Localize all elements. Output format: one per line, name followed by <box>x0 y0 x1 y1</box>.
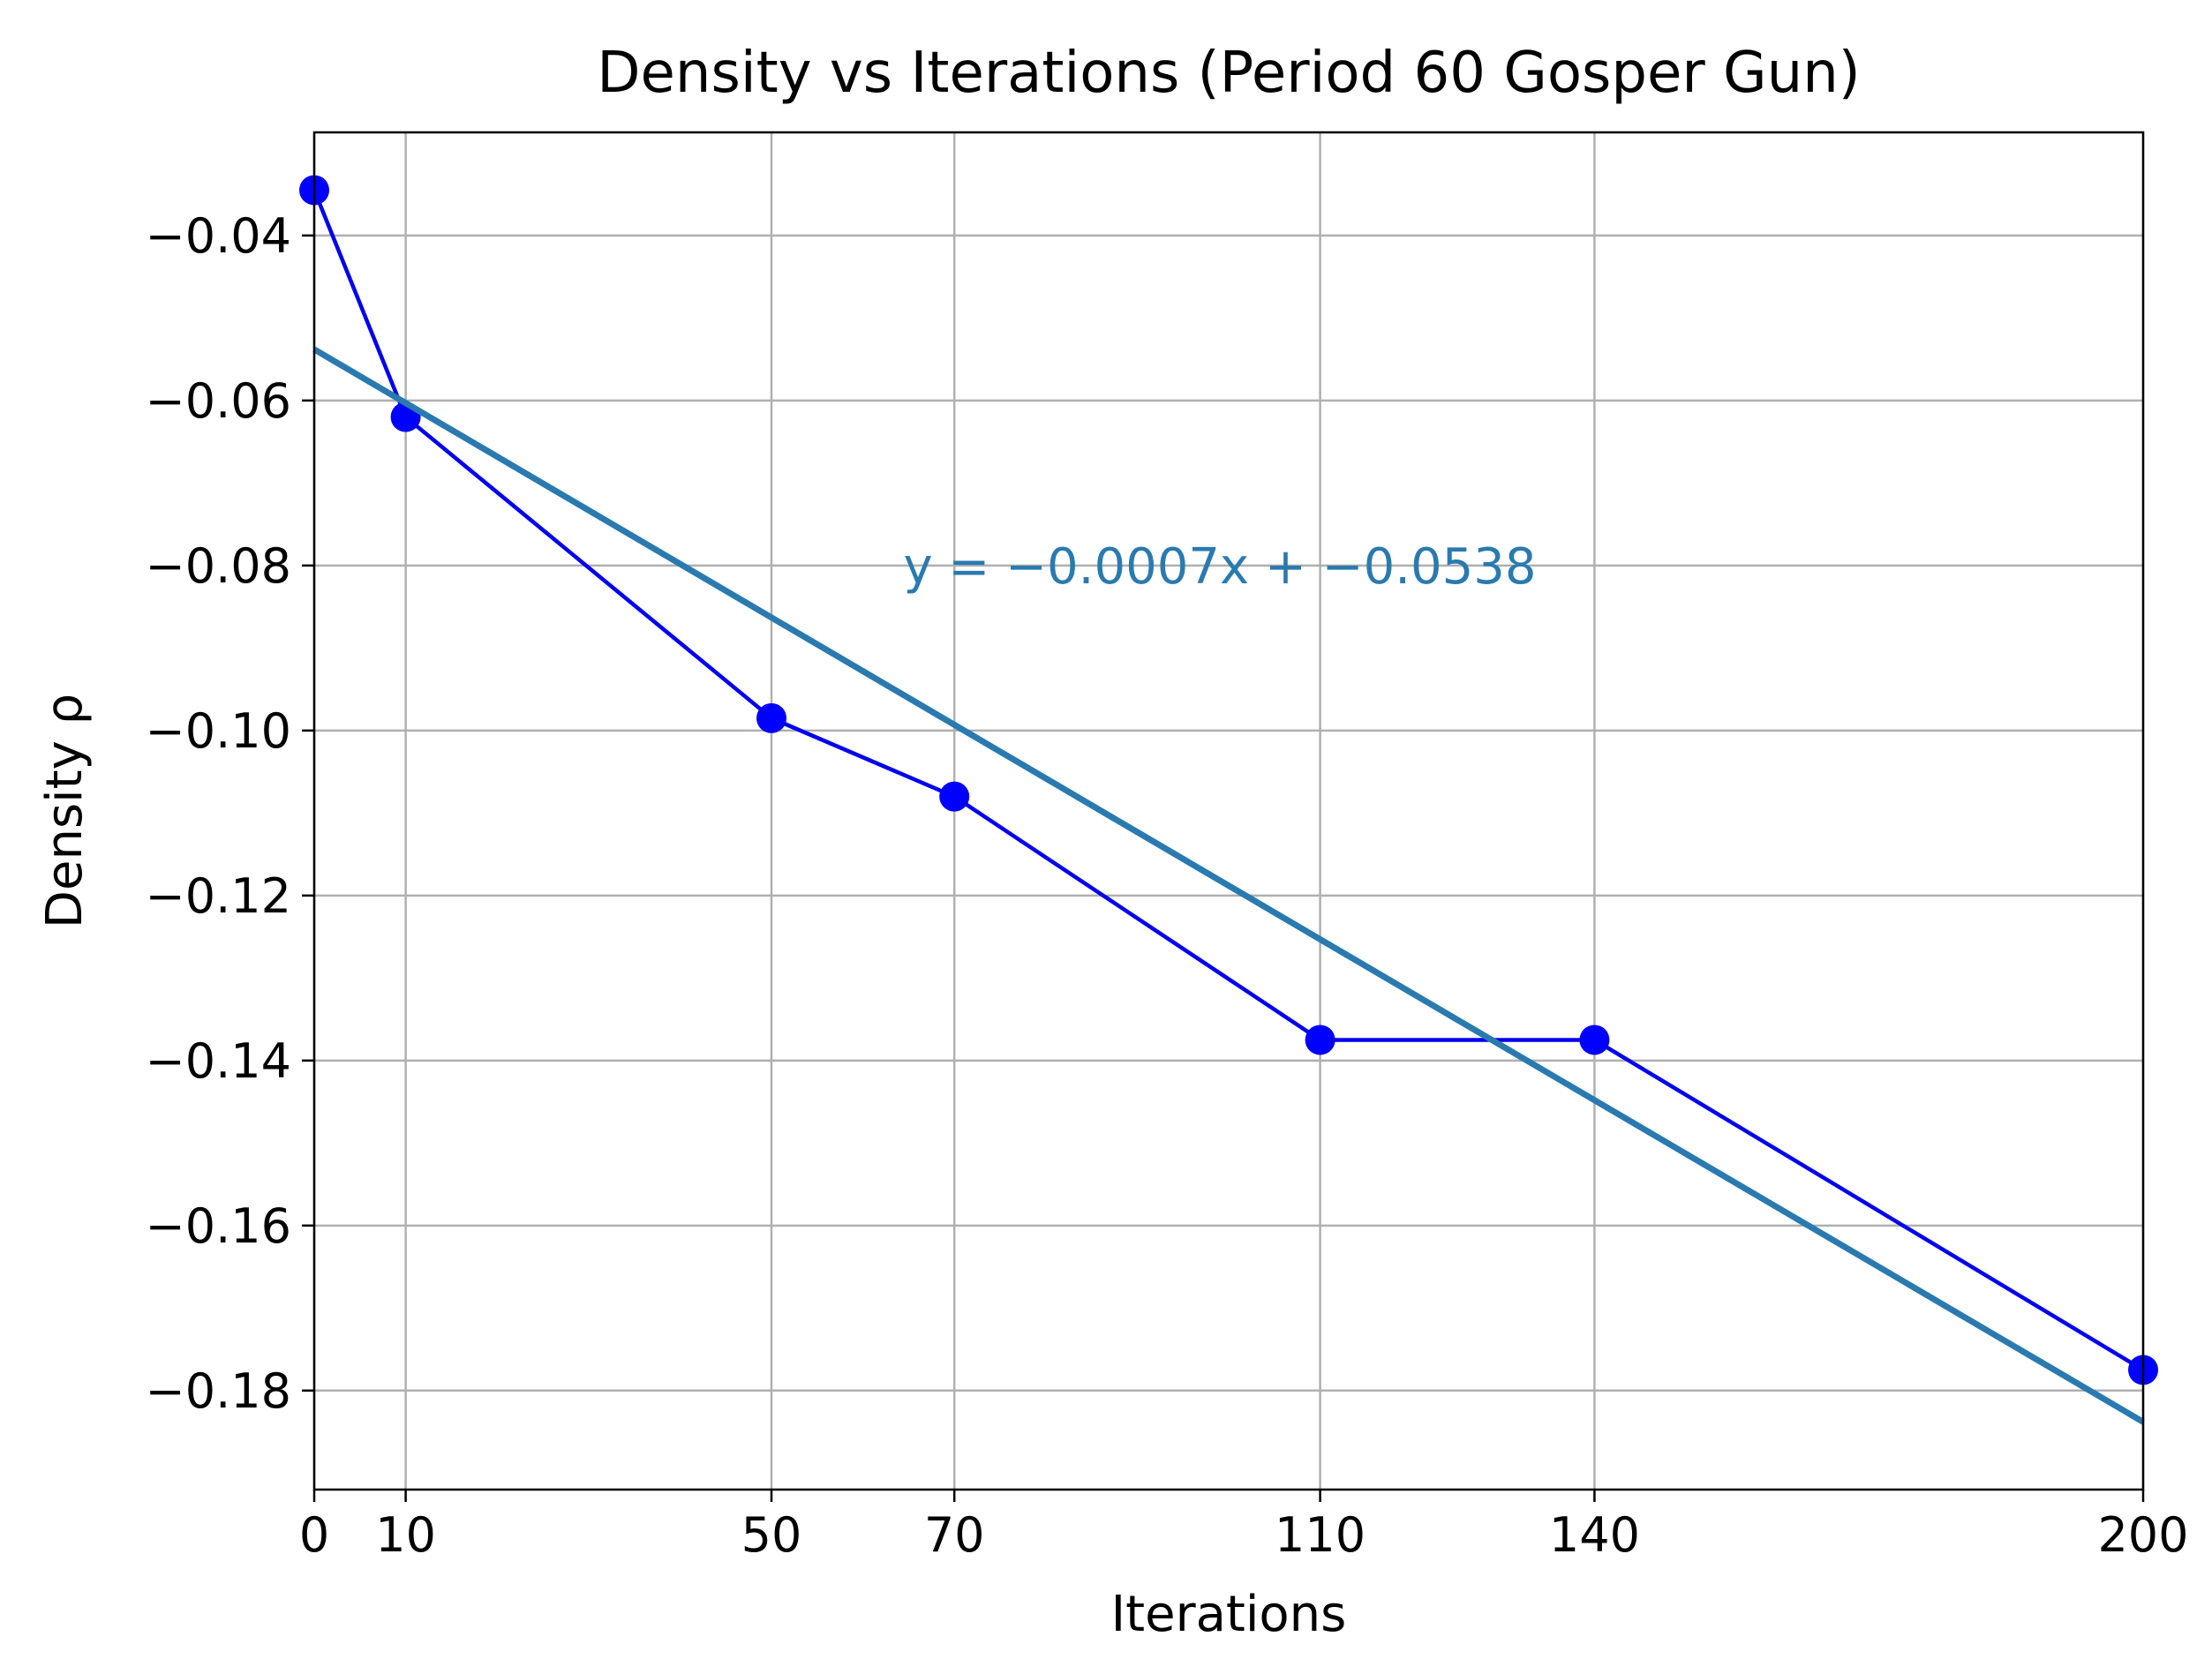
x-tick-label: 0 <box>299 1507 329 1563</box>
x-tick-label: 10 <box>375 1507 436 1563</box>
data-point-marker <box>756 702 786 733</box>
y-tick-label: −0.04 <box>146 208 291 264</box>
y-tick-label: −0.08 <box>146 538 291 594</box>
fit-line-group <box>312 346 2145 1425</box>
plot-frame <box>312 131 2145 1491</box>
fit-equation-annotation: y = −0.0007x + −0.0538 <box>903 538 1536 596</box>
x-axis-label: Iterations <box>1111 1586 1347 1643</box>
y-tick-label: −0.14 <box>146 1033 291 1089</box>
grid <box>312 132 2145 1490</box>
data-point-marker <box>939 781 970 812</box>
chart-title: Density vs Iterations (Period 60 Gosper … <box>597 41 1860 106</box>
x-tick-label: 50 <box>741 1507 802 1563</box>
y-tick-label: −0.06 <box>146 373 291 429</box>
data-point-marker <box>1305 1025 1335 1055</box>
x-tick-label: 200 <box>2097 1507 2188 1563</box>
fit-line <box>312 346 2145 1425</box>
data-point-marker <box>1579 1025 1610 1055</box>
y-tick-label: −0.16 <box>146 1198 291 1254</box>
y-tick-label: −0.12 <box>146 868 291 924</box>
x-tick-label: 110 <box>1275 1507 1366 1563</box>
y-axis-label: Density ρ <box>36 694 94 928</box>
y-tick-label: −0.10 <box>146 703 291 759</box>
y-tick-label: −0.18 <box>146 1363 291 1419</box>
x-tick-label: 70 <box>924 1507 985 1563</box>
axis-ticks: 0 10 50 70 110 140 200 −0.04 −0.06 −0.08 −0.10 −0.1… <box>146 208 2189 1563</box>
x-tick-label: 140 <box>1549 1507 1640 1563</box>
